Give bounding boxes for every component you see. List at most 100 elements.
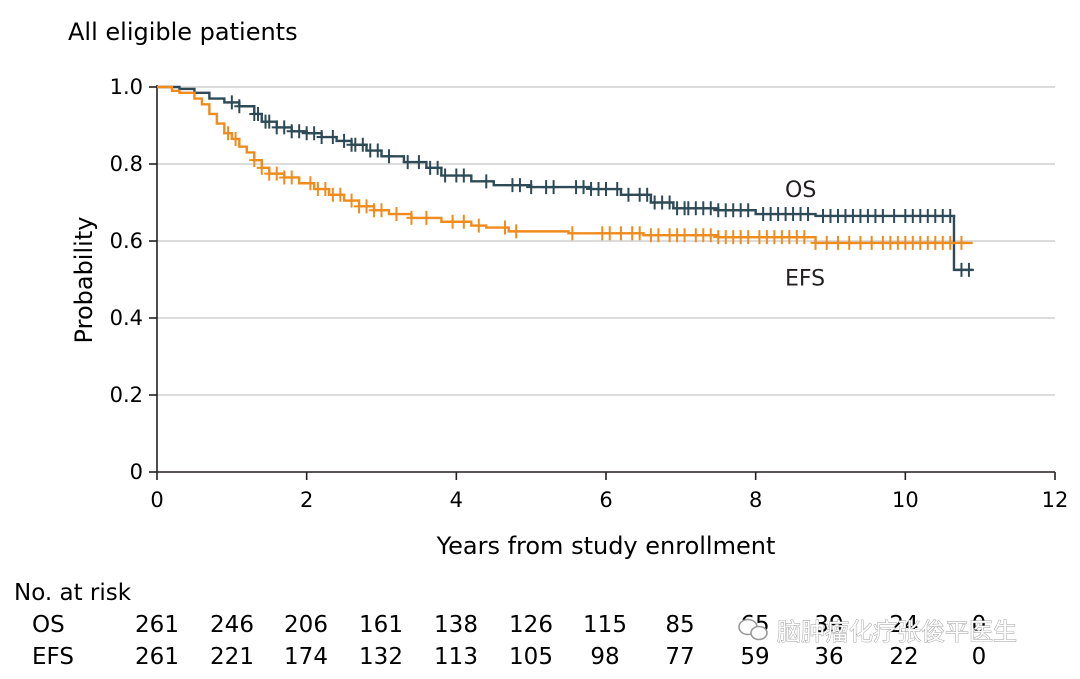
efs-censor-mark <box>567 226 578 241</box>
risk-count: 115 <box>583 612 627 638</box>
efs-censor-mark <box>821 235 832 250</box>
efs-censor-mark <box>305 176 316 191</box>
risk-count: 77 <box>665 644 694 670</box>
efs-censor-mark <box>604 226 615 241</box>
y-tick-label: 0.2 <box>110 383 143 407</box>
os-censor-mark <box>357 137 368 152</box>
risk-count: 206 <box>284 612 328 638</box>
efs-censor-mark <box>810 235 821 250</box>
os-curve-label: OS <box>785 178 816 203</box>
risk-count: 261 <box>135 644 179 670</box>
watermark: 脑肿瘤化疗张俊平医生 <box>738 618 1017 646</box>
x-tick-label: 0 <box>150 488 163 512</box>
efs-censor-mark <box>320 182 331 197</box>
x-tick-label: 10 <box>892 488 919 512</box>
risk-count: 221 <box>210 644 254 670</box>
os-censor-mark <box>339 133 350 148</box>
efs-curve-label: EFS <box>785 267 825 292</box>
efs-censor-mark <box>511 224 522 239</box>
os-censor-mark <box>316 130 327 145</box>
os-censor-mark <box>402 155 413 170</box>
os-censor-mark <box>612 182 623 197</box>
risk-count: 36 <box>814 644 843 670</box>
x-tick-label: 12 <box>1042 488 1069 512</box>
efs-censor-mark <box>249 153 260 168</box>
risk-count: 138 <box>434 612 478 638</box>
os-censor-mark <box>264 114 275 129</box>
y-tick-label: 1.0 <box>110 75 143 99</box>
risk-count: 132 <box>359 644 403 670</box>
os-censor-mark <box>432 160 443 175</box>
risk-count: 261 <box>135 612 179 638</box>
efs-censor-mark <box>956 235 967 250</box>
efs-censor-mark <box>447 214 458 229</box>
risk-count: 105 <box>509 644 553 670</box>
os-censor-mark <box>294 124 305 139</box>
os-censor-mark <box>383 149 394 164</box>
os-censor-mark <box>372 143 383 158</box>
os-censor-mark <box>309 126 320 141</box>
os-censor-mark <box>514 178 525 193</box>
os-censor-mark <box>963 262 974 277</box>
grid-lines <box>157 86 1055 396</box>
os-censor-mark <box>226 95 237 110</box>
os-censor-mark <box>413 155 424 170</box>
risk-table: No. at riskOS261246206161138126115856539… <box>14 580 986 670</box>
risk-count: 85 <box>665 612 694 638</box>
efs-censor-mark <box>286 170 297 185</box>
x-tick-label: 6 <box>599 488 612 512</box>
risk-count: 0 <box>972 612 987 638</box>
efs-censor-mark <box>271 166 282 181</box>
risk-count: 126 <box>509 612 553 638</box>
efs-censor-mark <box>335 187 346 202</box>
risk-row-label: OS <box>32 612 65 638</box>
os-censor-mark <box>440 168 451 183</box>
efs-censor-mark <box>653 228 664 243</box>
os-censor-mark <box>234 99 245 114</box>
os-censor-mark <box>526 180 537 195</box>
os-censor-mark <box>945 208 956 223</box>
y-tick-label: 0.4 <box>110 306 143 330</box>
efs-censor-mark <box>832 235 843 250</box>
os-censor-mark <box>889 208 900 223</box>
x-tick-label: 4 <box>450 488 463 512</box>
efs-censor-mark <box>634 226 645 241</box>
os-censor-mark <box>601 182 611 197</box>
wechat-icon <box>738 618 768 641</box>
os-censor-mark <box>481 174 492 189</box>
os-censor-mark <box>279 120 290 135</box>
efs-censor-mark <box>743 230 754 245</box>
efs-censor-mark <box>256 160 267 175</box>
os-censor-mark <box>327 130 338 145</box>
efs-series <box>157 85 973 250</box>
watermark-text: 脑肿瘤化疗张俊平医生 <box>777 618 1017 646</box>
efs-censor-mark <box>376 203 387 218</box>
os-censor-mark <box>705 201 716 216</box>
os-censor-mark <box>743 203 754 218</box>
os-censor-mark <box>877 208 888 223</box>
series-group <box>157 85 974 277</box>
os-series <box>157 85 974 277</box>
efs-censor-mark <box>391 207 402 222</box>
efs-curve <box>157 85 973 245</box>
os-censor-mark <box>803 207 814 222</box>
risk-count: 24 <box>889 612 918 638</box>
risk-count: 246 <box>210 612 254 638</box>
x-tick-label: 2 <box>300 488 313 512</box>
os-censor-mark <box>458 168 469 183</box>
risk-count: 22 <box>889 644 918 670</box>
os-censor-mark <box>642 187 653 202</box>
os-censor-mark <box>623 187 634 202</box>
efs-censor-mark <box>615 226 626 241</box>
efs-censor-mark <box>705 228 716 243</box>
x-tick-label: 8 <box>749 488 762 512</box>
efs-censor-mark <box>844 235 855 250</box>
risk-row-label: EFS <box>32 644 74 670</box>
y-tick-label: 0.8 <box>110 152 143 176</box>
risk-count: 0 <box>972 644 987 670</box>
efs-censor-mark <box>346 193 357 208</box>
y-tick-label: 0.6 <box>110 229 143 253</box>
y-axis-label: Probability <box>70 217 98 344</box>
efs-censor-mark <box>223 126 234 141</box>
risk-count: 59 <box>740 644 769 670</box>
